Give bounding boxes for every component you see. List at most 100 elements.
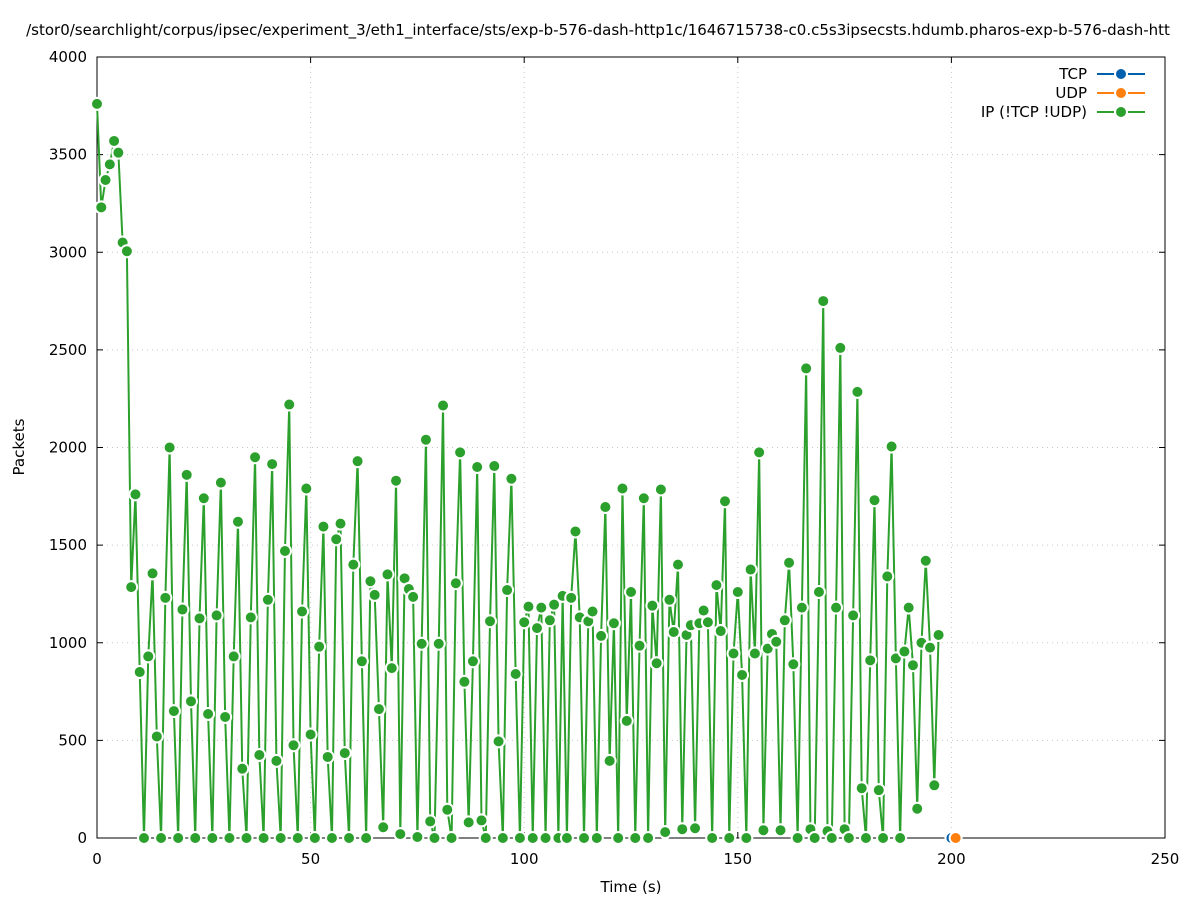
data-point <box>769 634 784 649</box>
data-point <box>119 244 134 259</box>
data-point <box>94 200 109 215</box>
data-point <box>277 543 292 558</box>
data-point <box>829 600 844 615</box>
data-point <box>666 625 681 640</box>
x-axis-label: Time (s) <box>600 878 662 896</box>
data-point <box>230 514 245 529</box>
data-point <box>726 646 741 661</box>
data-point <box>696 603 711 618</box>
data-point <box>884 439 899 454</box>
data-point <box>662 592 677 607</box>
data-point <box>880 569 895 584</box>
data-point <box>606 616 621 631</box>
data-point <box>752 445 767 460</box>
data-point <box>316 519 331 534</box>
data-point <box>423 814 438 829</box>
data-point <box>286 738 301 753</box>
data-point <box>598 500 613 515</box>
x-tick-label: 150 <box>723 850 752 868</box>
data-point <box>393 827 408 842</box>
data-point <box>542 613 557 628</box>
data-point <box>722 831 737 845</box>
data-point <box>538 831 553 845</box>
series-line <box>96 103 940 842</box>
data-point <box>431 636 446 651</box>
data-point <box>743 562 758 577</box>
data-point <box>320 749 335 764</box>
series-udp <box>948 831 963 845</box>
data-point <box>136 831 151 845</box>
data-point <box>675 822 690 837</box>
axis-ticks: 0 500 1000 1500 2000 2500 3000 3500 4000 0 50 100 15… <box>49 48 1180 868</box>
data-point <box>102 157 117 172</box>
data-point <box>811 584 826 599</box>
data-point <box>585 604 600 619</box>
data-point <box>790 831 805 845</box>
data-point <box>209 608 224 623</box>
data-point <box>521 599 536 614</box>
data-point <box>418 432 433 447</box>
data-point <box>132 665 147 680</box>
data-point <box>188 831 203 845</box>
data-point <box>273 831 288 845</box>
data-point <box>371 702 386 717</box>
data-point <box>517 615 532 630</box>
data-point <box>149 729 164 744</box>
data-point <box>491 734 506 749</box>
x-tick-label: 250 <box>1151 850 1180 868</box>
data-point <box>367 587 382 602</box>
data-point <box>354 654 369 669</box>
data-point <box>717 494 732 509</box>
data-point <box>171 831 186 845</box>
data-point <box>448 576 463 591</box>
data-point <box>850 384 865 399</box>
data-point <box>619 713 634 728</box>
data-point <box>735 667 750 682</box>
data-point <box>444 831 459 845</box>
y-tick-label: 3500 <box>49 146 87 164</box>
data-point <box>747 646 762 661</box>
data-point <box>483 614 498 629</box>
data-point <box>350 454 365 469</box>
data-point <box>653 482 668 497</box>
data-point <box>465 654 480 669</box>
data-point <box>615 481 630 496</box>
data-point <box>487 459 502 474</box>
data-point <box>495 831 510 845</box>
data-point <box>794 600 809 615</box>
data-point <box>124 580 139 595</box>
data-point <box>389 473 404 488</box>
data-point <box>324 831 339 845</box>
data-point <box>777 613 792 628</box>
data-point <box>786 657 801 672</box>
legend-marker-sample <box>1114 105 1128 119</box>
data-point <box>166 704 181 719</box>
data-point <box>256 831 271 845</box>
data-point <box>833 340 848 355</box>
data-point <box>98 173 113 188</box>
data-point <box>461 815 476 830</box>
data-point <box>641 831 656 845</box>
data-point <box>410 830 425 845</box>
data-point <box>239 831 254 845</box>
data-point <box>363 574 378 589</box>
data-point <box>192 611 207 626</box>
data-point <box>218 709 233 724</box>
data-point <box>406 589 421 604</box>
data-point <box>337 746 352 761</box>
data-point <box>90 96 104 111</box>
data-point <box>376 820 391 835</box>
data-point <box>196 491 211 506</box>
data-point <box>380 567 395 582</box>
data-point <box>589 831 604 845</box>
legend-item: UDP <box>1055 84 1145 102</box>
data-point <box>248 450 263 465</box>
data-point <box>927 778 942 793</box>
y-tick-label: 2500 <box>49 341 87 359</box>
data-point <box>213 475 228 490</box>
data-point <box>107 133 122 148</box>
series-ip-tcp-udp <box>90 96 946 845</box>
data-point <box>346 557 361 572</box>
y-axis-label: Packets <box>10 418 28 475</box>
